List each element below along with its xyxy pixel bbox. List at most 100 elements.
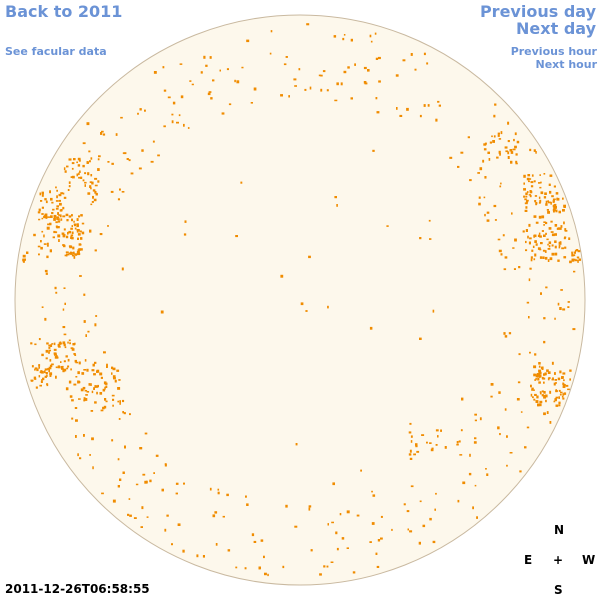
feature-dot (419, 237, 422, 240)
feature-dot (512, 247, 515, 249)
feature-dot (550, 201, 552, 205)
feature-dot (100, 376, 103, 379)
feature-dot (69, 395, 73, 398)
feature-dot (47, 223, 50, 226)
feature-dot (113, 377, 116, 380)
feature-dot (502, 234, 505, 237)
feature-dot (117, 458, 120, 461)
feature-dot (409, 422, 412, 425)
feature-dot (511, 212, 513, 215)
feature-dot (56, 205, 59, 208)
feature-dot (179, 63, 183, 65)
feature-dot (83, 320, 86, 323)
feature-dot (103, 351, 106, 354)
feature-dot (70, 236, 73, 239)
feature-dot (561, 247, 564, 250)
feature-dot (63, 167, 66, 171)
feature-dot (167, 96, 171, 99)
feature-dot (569, 260, 572, 264)
feature-dot (62, 326, 66, 329)
feature-dot (562, 372, 566, 375)
feature-dot (568, 237, 571, 240)
feature-dot (60, 361, 62, 363)
feature-dot (85, 394, 88, 396)
feature-dot (68, 215, 72, 218)
feature-dot (336, 82, 339, 86)
feature-dot (62, 215, 66, 218)
feature-dot (280, 94, 283, 97)
feature-dot (535, 221, 539, 224)
feature-dot (217, 491, 220, 495)
feature-dot (57, 220, 61, 223)
feature-dot (49, 344, 53, 347)
feature-dot (60, 218, 63, 221)
previous-hour-link[interactable]: Previous hour (510, 45, 597, 58)
feature-dot (567, 306, 570, 308)
feature-dot (38, 218, 41, 221)
feature-dot (548, 227, 552, 230)
feature-dot (269, 52, 272, 55)
next-day-link[interactable]: Next day (516, 19, 596, 38)
feature-dot (408, 453, 412, 456)
feature-dot (576, 256, 580, 259)
feature-dot (525, 240, 527, 244)
feature-dot (547, 377, 550, 381)
feature-dot (444, 446, 447, 449)
feature-dot (576, 249, 579, 252)
feature-dot (71, 214, 73, 217)
feature-dot (65, 235, 69, 239)
feature-dot (375, 97, 378, 100)
feature-dot (74, 253, 78, 256)
feature-dot (157, 154, 160, 157)
previous-day-link[interactable]: Previous day (479, 2, 596, 21)
feature-dot (82, 142, 86, 145)
back-to-year-link[interactable]: Back to 2011 (5, 2, 123, 21)
feature-dot (78, 361, 81, 365)
feature-dot (65, 355, 68, 358)
feature-dot (163, 125, 166, 128)
compass-center: + (553, 553, 564, 567)
feature-dot (102, 133, 106, 136)
feature-dot (40, 370, 43, 373)
feature-dot (97, 168, 100, 171)
feature-dot (528, 180, 530, 183)
feature-dot (414, 68, 417, 71)
feature-dot (558, 396, 560, 399)
feature-dot (558, 244, 561, 248)
facular-data-link[interactable]: See facular data (5, 45, 107, 58)
feature-dot (44, 368, 48, 371)
feature-dot (183, 233, 187, 236)
feature-dot (40, 381, 43, 383)
feature-dot (504, 256, 508, 259)
feature-dot (563, 392, 567, 395)
feature-dot (515, 160, 518, 163)
feature-dot (145, 480, 148, 484)
feature-dot (55, 207, 59, 210)
feature-dot (70, 227, 73, 230)
compass-north: N (554, 523, 565, 537)
feature-dot (336, 204, 338, 207)
feature-dot (435, 492, 437, 495)
feature-dot (207, 92, 211, 96)
feature-dot (46, 255, 49, 259)
feature-dot (22, 258, 25, 262)
feature-dot (55, 231, 58, 234)
feature-dot (41, 191, 44, 195)
feature-dot (517, 381, 521, 384)
feature-dot (551, 195, 554, 198)
feature-dot (95, 385, 99, 388)
feature-dot (45, 200, 48, 204)
feature-dot (58, 346, 61, 348)
feature-dot (523, 195, 526, 198)
feature-dot (75, 419, 78, 422)
feature-dot (122, 152, 125, 154)
feature-dot (172, 101, 176, 105)
feature-dot (175, 492, 178, 495)
feature-dot (526, 426, 530, 429)
feature-dot (494, 219, 497, 221)
feature-dot (129, 514, 132, 517)
feature-dot (476, 516, 478, 519)
feature-dot (461, 397, 464, 401)
next-hour-link[interactable]: Next hour (535, 58, 598, 71)
feature-dot (30, 380, 33, 382)
